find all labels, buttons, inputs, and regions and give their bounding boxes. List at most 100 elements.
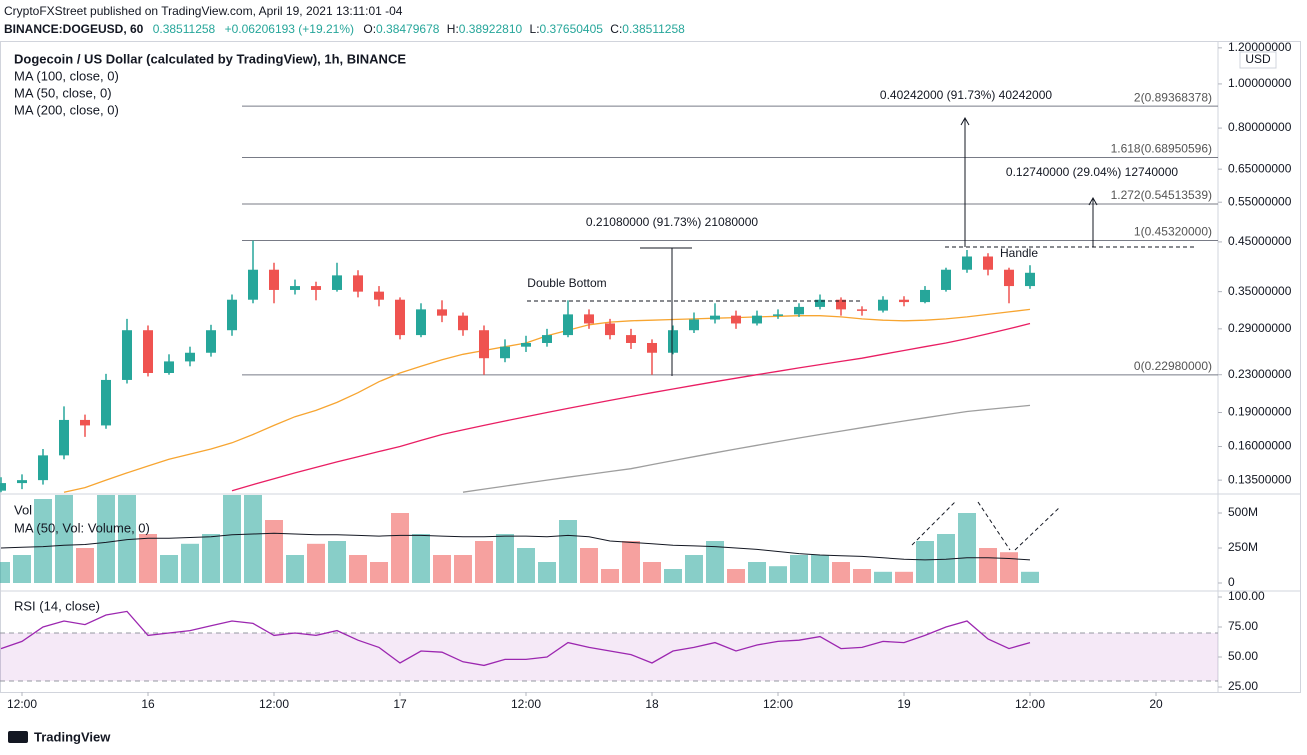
c-label: C: [610,22,622,36]
volume-bar [706,541,724,583]
y-tick-label: 0.19000000 [1228,405,1292,419]
x-tick-label: 12:00 [259,697,289,711]
candle-body [374,291,384,300]
volume-bar [160,555,178,583]
candle-body [773,314,783,316]
fib-label: 1(0.45320000) [1134,225,1212,239]
candle-body [0,483,6,491]
candle-body [815,299,825,307]
volume-bar [832,562,850,583]
volume-bar [0,562,10,583]
rsi-band [0,633,1218,681]
y-tick-label: 0.80000000 [1228,120,1292,134]
candle-body [731,315,741,324]
o-value: 0.38479678 [376,22,440,36]
volume-bar [790,555,808,583]
candle-body [17,480,27,484]
volume-bar [1021,571,1039,583]
volume-bar [496,534,514,583]
candle-body [332,275,342,290]
pattern-label: Handle [1000,246,1038,260]
candle-body [899,299,909,303]
candle-body [626,335,636,343]
y-tick-label: 500M [1228,505,1258,519]
candle-body [248,269,258,300]
brand: TradingView [34,729,111,744]
x-tick-label: 17 [393,697,407,711]
candle-body [479,330,489,359]
y-tick-label: 50.00 [1228,649,1258,663]
volume-bar [34,499,52,583]
l-value: 0.37650405 [540,22,604,36]
candle-body [983,256,993,270]
volume-bar [811,555,829,583]
volume-bar [202,534,220,583]
candle-body [710,315,720,320]
rsi-pane [0,610,1218,682]
price: 0.38511258 [153,22,216,36]
y-tick-label: 25.00 [1228,679,1258,693]
volume-bar [517,548,535,583]
volume-pattern [911,501,1061,551]
candle-body [416,309,426,336]
volume-bar [601,569,619,583]
candle-body [794,306,804,315]
volume-bar [769,566,787,583]
overlay: 2(0.89368378) 1.618(0.68950596) 1.272(0.54… [527,86,1212,551]
volume-bar [349,555,367,583]
candle-body [311,286,321,290]
candle-body [227,299,237,331]
arrow-head [1088,196,1098,206]
h-label: H: [447,22,459,36]
legend-entry: MA (50, close, 0) [14,85,112,100]
volume-pane [0,495,1039,583]
y-tick-label: 0.13500000 [1228,472,1292,486]
volume-bar [13,555,31,583]
candle-body [857,309,867,311]
volume-bar [139,534,157,583]
volume-bar [391,513,409,583]
volume-bar [937,534,955,583]
price-pane [0,105,1218,493]
volume-bar [265,520,283,583]
candle-body [752,315,762,324]
volume-bar [622,541,640,583]
logo [8,731,28,743]
y-tick-label: 0.65000000 [1228,161,1292,175]
volume-bar [370,562,388,583]
y-tick-label: 100.00 [1228,589,1265,603]
x-tick-label: 20 [1149,697,1163,711]
rsi-title: RSI (14, close) [14,598,100,613]
rsi-line [0,610,1031,667]
volume-bar [727,569,745,583]
candle-body [605,323,615,336]
candle-body [437,309,447,316]
volume-bar [853,569,871,583]
fib-label: 1.618(0.68950596) [1111,142,1212,156]
x-tick-label: 18 [645,697,659,711]
candle-body [689,319,699,331]
x-tick-label: 12:00 [7,697,37,711]
volume-ma [0,532,1031,561]
change: +0.06206193 (+19.21%) [225,22,354,36]
volume-bar [286,555,304,583]
moving-average [231,322,1031,492]
candle-body [962,256,972,270]
o-label: O: [363,22,376,36]
candle-body [395,299,405,336]
y-tick-label: 0.16000000 [1228,439,1292,453]
measure-label: 0.21080000 (91.73%) 21080000 [586,215,758,229]
volume-bar [748,562,766,583]
legend-entry: MA (100, close, 0) [14,68,119,83]
x-tick-label: 12:00 [763,697,793,711]
candle-body [80,419,90,426]
symbol: BINANCE:DOGEUSD, 60 [4,22,144,36]
candle-body [59,419,69,456]
fib-label: 2(0.89368378) [1134,90,1212,104]
candle-body [1025,272,1035,287]
y-tick-label: 1.20000000 [1228,40,1292,54]
label-background [579,213,765,232]
candle-body [836,299,846,310]
